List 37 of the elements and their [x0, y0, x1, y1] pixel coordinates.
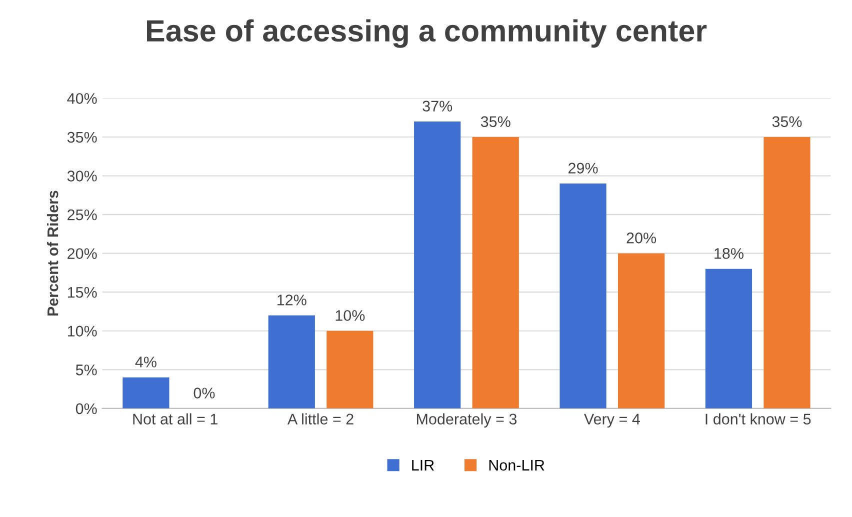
bar — [705, 268, 752, 408]
bar — [122, 377, 170, 408]
bar — [268, 315, 315, 408]
text: 4% — [135, 356, 156, 368]
x-tick-label: A little = 2 — [287, 413, 354, 425]
x-tick-label: Very = 4 — [584, 414, 640, 428]
x-tick-label: Not at all = 1 — [133, 413, 218, 425]
text: 35% — [480, 116, 510, 128]
bar — [618, 253, 665, 408]
chart-title: Ease of accessing a community center — [147, 19, 707, 48]
y-tick-label: 10% — [68, 326, 97, 337]
y-tick-label: 0% — [76, 403, 97, 414]
text: 12% — [278, 294, 306, 306]
bar — [326, 330, 374, 408]
legend-label: Non-LIR — [489, 460, 544, 471]
legend-label: LIR — [412, 460, 434, 470]
text: 20% — [626, 232, 656, 244]
y-axis-title: Percent of Riders — [47, 190, 58, 316]
x-tick-label: Moderately = 3 — [416, 413, 517, 428]
text: 18% — [714, 248, 744, 259]
bar — [414, 121, 461, 408]
bar — [764, 137, 810, 408]
text: 37% — [422, 100, 452, 112]
y-tick-label: 35% — [67, 132, 97, 143]
text: 10% — [336, 310, 365, 321]
y-tick-label: 15% — [68, 287, 97, 298]
x-tick-label: I don't know = 5 — [706, 413, 811, 425]
text: 0% — [194, 388, 215, 398]
y-tick-label: 25% — [68, 209, 97, 220]
text: 29% — [568, 162, 598, 174]
bar — [560, 184, 606, 408]
y-tick-label: 20% — [68, 248, 97, 260]
text: 35% — [772, 116, 802, 128]
y-tick-label: 40% — [67, 93, 97, 104]
y-tick-label: 5% — [76, 364, 97, 376]
bar — [472, 137, 519, 408]
y-tick-label: 30% — [67, 170, 97, 182]
